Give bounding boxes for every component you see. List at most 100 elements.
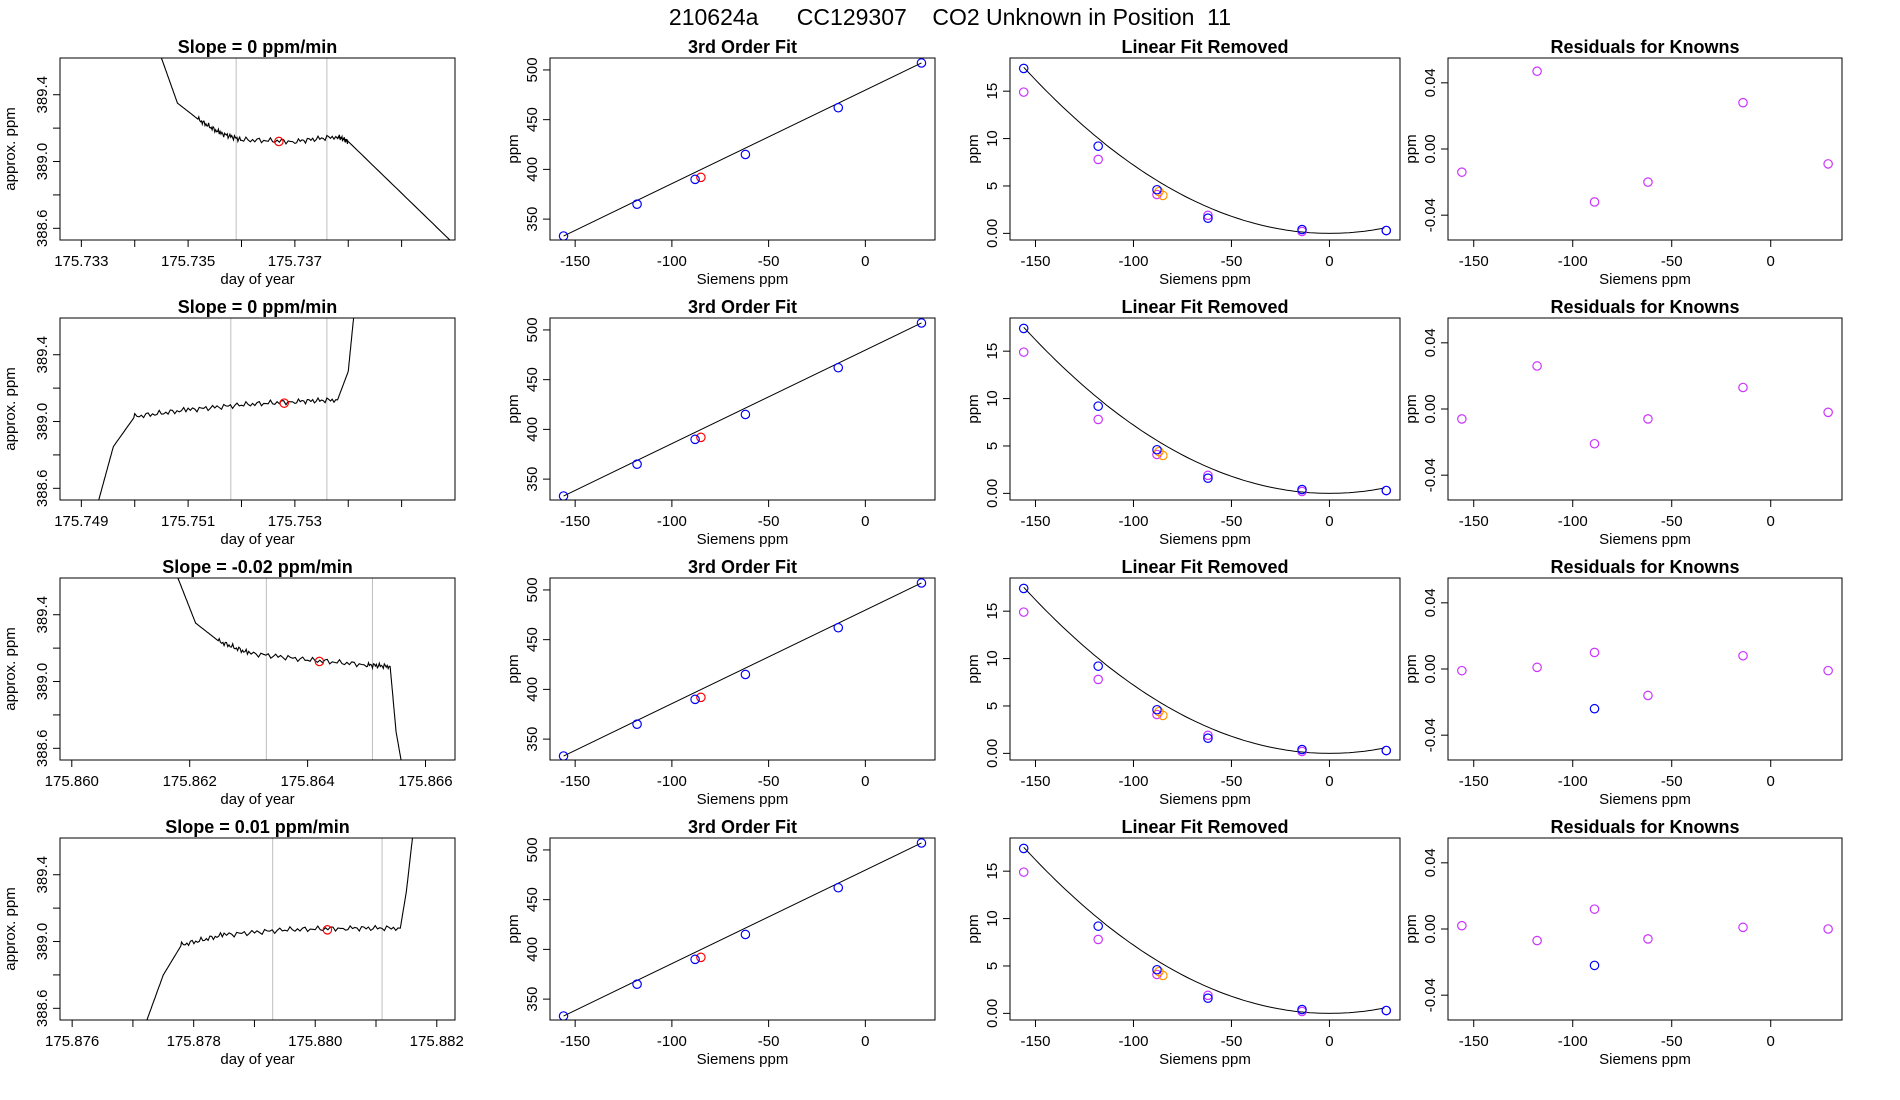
x-tick-label: -50: [758, 253, 780, 270]
x-axis-label: Siemens ppm: [1599, 271, 1691, 288]
y-axis-label: ppm: [965, 394, 982, 423]
chart-title: 3rd Order Fit: [688, 557, 797, 577]
point-magenta: [1643, 934, 1653, 944]
plot-frame: [549, 57, 936, 241]
x-tick-label: 0: [1767, 253, 1775, 270]
y-axis-label: ppm: [505, 394, 522, 423]
point-magenta: [1018, 867, 1029, 877]
point-magenta: [1203, 470, 1213, 481]
point-magenta: [1018, 607, 1029, 617]
point-blue: [1018, 323, 1029, 334]
point-blue: [740, 409, 751, 420]
plot-area: [1457, 904, 1833, 971]
x-axis-label: Siemens ppm: [1599, 531, 1691, 548]
x-tick-label: -100: [1558, 773, 1588, 790]
point-magenta: [1457, 167, 1467, 177]
plot-area: [1018, 843, 1392, 1017]
point-magenta: [1203, 210, 1213, 221]
point-magenta: [1643, 414, 1653, 424]
point-blue: [1093, 661, 1103, 671]
chart-panel: Linear Fit Removed -150 -100 -50 0 Siemens pp…: [965, 817, 1401, 1068]
point-blue: [1203, 733, 1213, 743]
plot-area: [558, 578, 927, 760]
fit-curve: [1023, 586, 1385, 754]
x-axis-label: Siemens ppm: [1599, 1051, 1691, 1068]
point-blue: [558, 231, 569, 240]
y-tick-label: 400: [524, 417, 541, 442]
point-orange: [1154, 186, 1164, 197]
y-tick-label: 388.6: [34, 470, 51, 508]
x-tick-label: -150: [560, 513, 590, 530]
point-magenta: [1093, 414, 1103, 425]
plot-area: [558, 318, 927, 500]
plot-area: [160, 58, 451, 240]
x-tick-label: 0: [861, 1033, 869, 1050]
plot-frame: [1447, 57, 1843, 241]
x-tick-label: -50: [1661, 513, 1683, 530]
y-tick-label: 450: [524, 627, 541, 652]
chart-panel: 3rd Order Fit -150 -100 -50 0 Siemens ppm 350 4…: [505, 297, 936, 548]
fit-line: [563, 62, 922, 237]
plot-area: [146, 838, 414, 1020]
plot-frame: [549, 837, 936, 1021]
x-tick-label: -150: [560, 773, 590, 790]
marker-point: [322, 925, 333, 935]
y-tick-label: 15: [984, 83, 1001, 100]
point-magenta: [1203, 990, 1213, 1001]
plot-frame: [549, 577, 936, 761]
y-axis-label: ppm: [1403, 394, 1420, 423]
y-tick-label: 389.0: [34, 663, 51, 701]
x-tick-label: 0: [1767, 773, 1775, 790]
y-tick-label: 389.4: [34, 76, 51, 114]
y-tick-label: 400: [524, 677, 541, 702]
point-blue: [740, 669, 751, 680]
x-tick-label: 175.864: [280, 773, 334, 790]
point-blue: [690, 694, 700, 705]
point-blue: [1589, 703, 1600, 714]
point-blue: [833, 362, 844, 373]
chart-panel: Linear Fit Removed -150 -100 -50 0 Siemens pp…: [965, 297, 1401, 548]
point-magenta: [1738, 922, 1748, 933]
point-blue: [558, 751, 569, 760]
x-tick-label: -50: [1221, 1033, 1243, 1050]
y-tick-label: -0.04: [1422, 978, 1439, 1012]
trace-line: [98, 318, 355, 500]
point-blue: [1152, 964, 1162, 975]
y-tick-label: 389.4: [34, 336, 51, 374]
y-tick-label: 500: [524, 577, 541, 602]
x-tick-label: 0: [1767, 513, 1775, 530]
x-tick-label: -50: [1221, 773, 1243, 790]
plot-area: [1457, 361, 1833, 449]
point-blue: [916, 578, 927, 588]
x-tick-label: 175.878: [167, 1033, 221, 1050]
chart-panel: Residuals for Knowns -150 -100 -50 0 Siemens …: [1403, 817, 1843, 1068]
x-axis-label: Siemens ppm: [1599, 791, 1691, 808]
point-magenta: [1823, 924, 1833, 934]
x-tick-label: 175.866: [398, 773, 452, 790]
point-blue: [740, 929, 751, 940]
point-blue: [1018, 583, 1029, 594]
y-tick-label: 0.04: [1422, 848, 1439, 877]
x-tick-label: 175.880: [288, 1033, 342, 1050]
point-red: [696, 952, 706, 963]
y-tick-label: 10: [984, 910, 1001, 927]
point-magenta: [1093, 154, 1103, 165]
y-axis-label: ppm: [1403, 914, 1420, 943]
plot-frame: [1009, 577, 1401, 761]
point-blue: [833, 622, 844, 633]
y-axis-label: ppm: [1403, 134, 1420, 163]
chart-title: Slope = 0.01 ppm/min: [165, 817, 350, 837]
y-tick-label: 389.4: [34, 596, 51, 634]
x-axis-label: Siemens ppm: [1159, 791, 1251, 808]
x-tick-label: -50: [758, 773, 780, 790]
x-tick-label: -150: [1459, 1033, 1489, 1050]
point-blue: [1381, 1005, 1392, 1016]
point-magenta: [1589, 904, 1600, 914]
x-axis-label: day of year: [220, 271, 294, 288]
y-tick-label: 5: [984, 442, 1001, 450]
point-magenta: [1457, 920, 1467, 931]
point-magenta: [1589, 647, 1600, 658]
point-magenta: [1823, 407, 1833, 418]
y-tick-label: 350: [524, 987, 541, 1012]
marker-point: [279, 398, 289, 408]
